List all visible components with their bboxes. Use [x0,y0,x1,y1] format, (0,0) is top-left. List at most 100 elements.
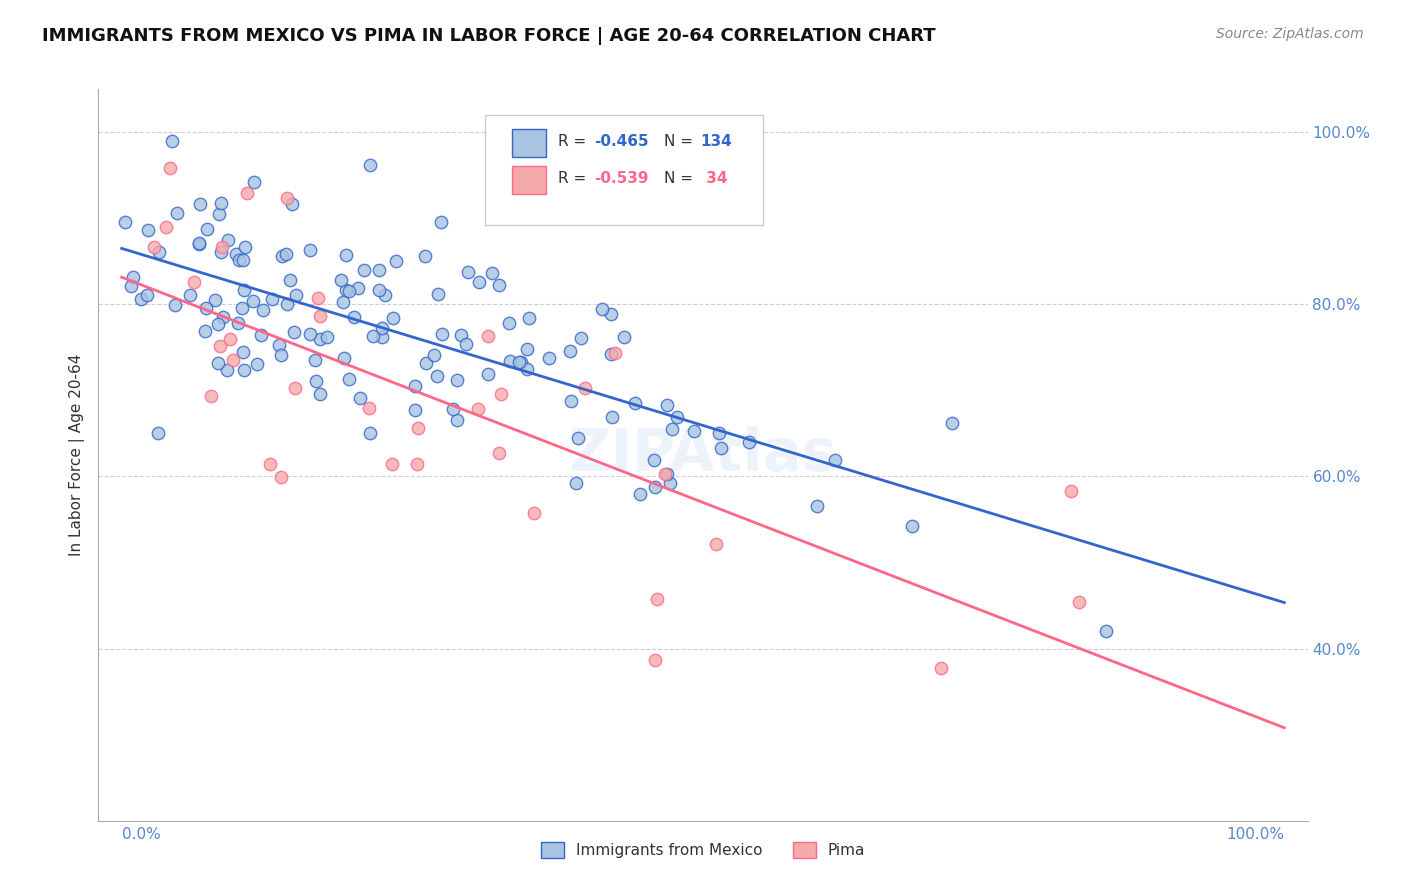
Point [236,186,259,201]
Point [194,301,217,315]
Point [371,320,394,334]
Point [467,401,489,416]
Point [195,222,218,236]
Point [307,291,329,305]
Point [1095,624,1118,639]
Point [225,247,247,261]
Point [308,387,330,401]
Bar [512,129,546,157]
Point [1060,484,1083,499]
Point [262,293,284,307]
Point [477,329,499,343]
Point [481,266,503,280]
Point [628,487,651,501]
Point [374,288,396,302]
Point [335,248,357,262]
Text: IMMIGRANTS FROM MEXICO VS PIMA IN LABOR FORCE | AGE 20-64 CORRELATION CHART: IMMIGRANTS FROM MEXICO VS PIMA IN LABOR … [42,27,936,45]
Point [371,329,394,343]
Point [508,354,530,368]
Point [658,475,681,490]
Point [683,424,706,438]
Point [179,288,201,302]
Point [450,328,472,343]
Point [509,355,531,369]
Text: -0.539: -0.539 [595,171,648,186]
Point [242,293,264,308]
Point [415,356,437,370]
Point [209,196,232,211]
Point [276,297,298,311]
Point [332,294,354,309]
Point [613,330,636,344]
Point [122,270,145,285]
Point [430,327,453,342]
Point [217,233,239,247]
Point [603,346,626,360]
Point [423,347,446,361]
Point [644,653,666,667]
FancyBboxPatch shape [485,115,763,225]
Point [204,293,226,308]
Point [146,425,169,440]
Point [281,197,304,211]
Point [250,328,273,343]
Point [270,348,292,362]
Text: Source: ZipAtlas.com: Source: ZipAtlas.com [1216,27,1364,41]
Point [824,453,846,467]
Point [136,288,159,302]
Point [565,475,588,490]
Point [567,431,589,445]
Point [284,381,307,395]
Point [704,537,727,551]
Point [600,410,623,425]
Point [208,339,231,353]
Point [446,413,468,427]
Point [194,324,217,338]
Point [516,361,538,376]
Text: R =: R = [558,135,591,149]
Point [232,252,254,267]
Point [337,284,360,298]
Point [709,425,731,440]
Point [516,343,538,357]
Point [309,309,332,323]
Point [274,247,297,261]
Point [488,446,510,460]
Point [929,661,952,675]
Point [343,310,366,325]
Point [226,316,249,330]
Point [367,263,389,277]
Point [488,278,510,293]
Point [468,275,491,289]
Point [413,249,436,263]
Point [333,351,356,366]
Point [259,457,281,471]
Point [183,275,205,289]
Point [477,367,499,381]
Point [222,353,245,368]
Y-axis label: In Labor Force | Age 20-64: In Labor Force | Age 20-64 [69,354,84,556]
Point [166,206,188,220]
Point [271,249,294,263]
Point [644,480,666,494]
Legend: Immigrants from Mexico, Pima: Immigrants from Mexico, Pima [534,836,872,864]
Point [591,302,613,317]
Point [560,394,582,409]
Text: N =: N = [664,135,699,149]
Point [283,325,305,339]
Point [209,244,232,259]
Point [136,223,159,237]
Point [359,425,381,440]
Point [523,506,546,520]
Point [335,283,357,297]
Point [148,245,170,260]
Point [654,467,676,481]
Point [243,175,266,189]
Point [211,240,233,254]
Point [517,310,540,325]
Point [537,351,560,366]
Point [405,458,427,472]
Point [278,273,301,287]
Point [738,434,761,449]
Point [427,286,450,301]
